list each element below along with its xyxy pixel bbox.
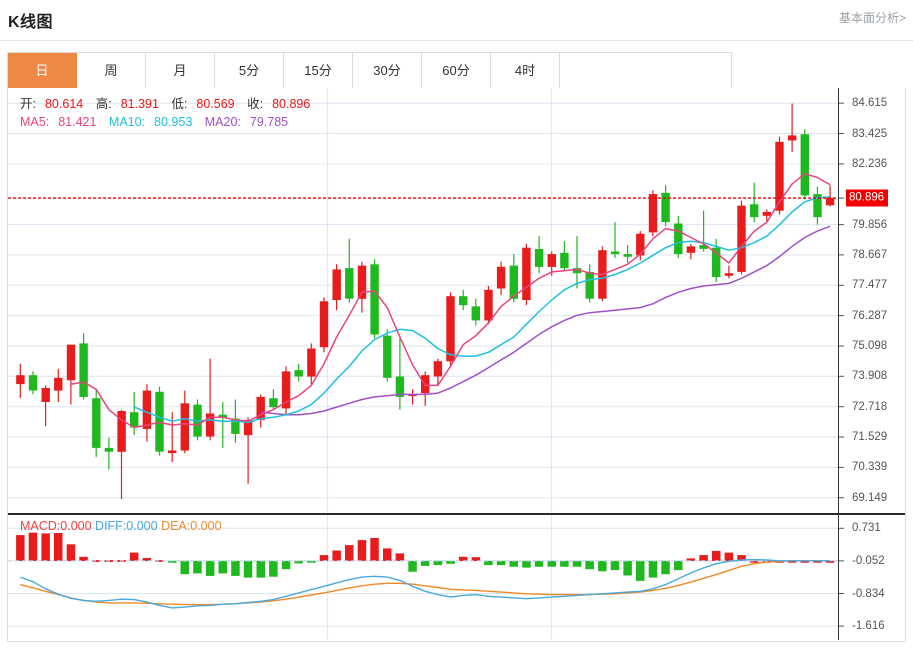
tab-3[interactable]: 5分 bbox=[215, 53, 284, 88]
price-tick-label: 72.718 bbox=[852, 400, 888, 413]
price-tick-label: 73.908 bbox=[852, 370, 888, 383]
macd-value: 0.000 bbox=[60, 519, 92, 533]
tab-0[interactable]: 日 bbox=[8, 53, 77, 88]
price-tick-label: 76.287 bbox=[852, 309, 888, 322]
price-tick-label: 83.425 bbox=[852, 127, 888, 140]
macd-panel: MACD:0.000 DIFF:0.000 DEA:0.000 0.731 -0.… bbox=[8, 513, 905, 640]
price-tick-label: 79.856 bbox=[852, 218, 888, 231]
tab-4[interactable]: 15分 bbox=[284, 53, 353, 88]
macd-legend: MACD:0.000 DIFF:0.000 DEA:0.000 bbox=[20, 519, 222, 533]
dea-value: 0.000 bbox=[190, 519, 222, 533]
diff-label: DIFF: bbox=[95, 519, 127, 533]
tab-7[interactable]: 4时 bbox=[491, 53, 560, 88]
tab-2[interactable]: 月 bbox=[146, 53, 215, 88]
macd-label: MACD: bbox=[20, 519, 61, 533]
price-tick-label: 75.098 bbox=[852, 340, 888, 352]
price-plot[interactable] bbox=[8, 88, 905, 513]
tabbar-filler bbox=[560, 53, 732, 88]
page-header: K线图 基本面分析> bbox=[0, 0, 913, 41]
price-tick-label: 82.236 bbox=[852, 157, 888, 170]
diff-value: 0.000 bbox=[126, 519, 158, 533]
price-tick-label: 78.667 bbox=[852, 248, 888, 261]
fundamental-analysis-link[interactable]: 基本面分析> bbox=[838, 11, 906, 25]
dea-label: DEA: bbox=[161, 519, 191, 533]
chart-frame: 开: 80.614 高: 81.391 低: 80.569 收: 80.896 MA5:… bbox=[7, 88, 906, 642]
tab-6[interactable]: 60分 bbox=[422, 53, 491, 88]
tab-5[interactable]: 30分 bbox=[353, 53, 422, 88]
price-tick-label: 69.149 bbox=[852, 491, 888, 504]
period-tabbar: 日周月 5分 15分 30分 60分 4时 bbox=[7, 52, 732, 89]
macd-tick-label: -0.052 bbox=[852, 554, 885, 567]
tab-1[interactable]: 周 bbox=[77, 53, 146, 88]
macd-tick-label: -0.834 bbox=[852, 587, 885, 600]
price-tick-label: 77.477 bbox=[852, 279, 888, 292]
price-tick-label: 84.615 bbox=[852, 97, 888, 110]
price-panel: 开: 80.614 高: 81.391 低: 80.569 收: 80.896 MA5:… bbox=[8, 88, 905, 513]
macd-plot[interactable] bbox=[8, 515, 905, 640]
page-title: K线图 bbox=[8, 14, 54, 31]
current-price-badge: 80.896 bbox=[846, 189, 889, 207]
price-axis-separator bbox=[838, 88, 839, 513]
macd-axis-separator bbox=[838, 515, 839, 640]
price-tick-label: 70.339 bbox=[852, 461, 888, 474]
macd-tick-label: -1.616 bbox=[852, 620, 885, 633]
macd-tick-label: 0.731 bbox=[852, 522, 881, 535]
price-tick-label: 71.529 bbox=[852, 431, 888, 443]
